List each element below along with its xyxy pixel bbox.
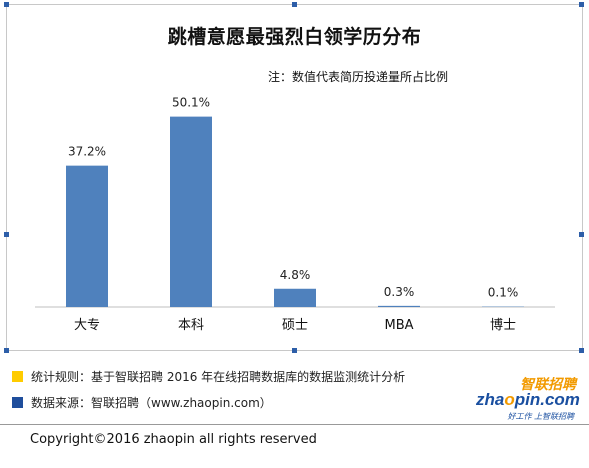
zhaopin-logo: 智联招聘 zhaopin.com 好工作 上智联招聘 [476, 374, 580, 422]
data-label-1: 50.1% [172, 96, 210, 110]
data-label-3: 0.3% [384, 285, 415, 299]
resize-handle-top-center[interactable] [292, 2, 297, 7]
copyright-text: Copyright©2016 zhaopin all rights reserv… [30, 432, 317, 447]
source-marker-icon [12, 397, 23, 408]
data-label-4: 0.1% [488, 286, 519, 300]
category-label-0: 大专 [74, 318, 100, 333]
resize-handle-bottom-center[interactable] [292, 348, 297, 353]
category-label-3: MBA [384, 318, 413, 333]
resize-handle-top-left[interactable] [4, 2, 9, 7]
category-label-2: 硕士 [282, 318, 308, 333]
resize-handle-top-right[interactable] [579, 2, 584, 7]
resize-handle-middle-right[interactable] [579, 232, 584, 237]
resize-handle-bottom-left[interactable] [4, 348, 9, 353]
rule-text: 统计规则：基于智联招聘 2016 年在线招聘数据库的数据监测统计分析 [31, 370, 406, 384]
category-label-4: 博士 [490, 318, 516, 333]
resize-handle-middle-left[interactable] [4, 232, 9, 237]
logo-en-text: zhaopin.com [476, 390, 580, 409]
source-text: 数据来源：智联招聘（www.zhaopin.com） [31, 396, 272, 410]
bar-2 [274, 288, 316, 307]
category-label-1: 本科 [178, 318, 204, 333]
data-label-2: 4.8% [280, 268, 311, 282]
bar-1 [170, 116, 212, 308]
bar-chart: 37.2% 大专 50.1% 本科 4.8% 硕士 0.3% MBA 0.1% 博士 [35, 96, 555, 333]
data-label-0: 37.2% [68, 145, 106, 159]
footer-rule: 统计规则：基于智联招聘 2016 年在线招聘数据库的数据监测统计分析 [12, 368, 405, 385]
rule-marker-icon [12, 371, 23, 382]
bar-0 [66, 165, 108, 307]
chart-title: 跳槽意愿最强烈白领学历分布 [167, 26, 422, 48]
logo-cn-text: 智联招聘 [520, 377, 576, 393]
bar-3 [378, 305, 420, 307]
resize-handle-bottom-right[interactable] [579, 348, 584, 353]
chart-note: 注：数值代表简历投递量所占比例 [268, 70, 449, 84]
logo-slogan: 好工作 上智联招聘 [507, 412, 574, 421]
footer-source: 数据来源：智联招聘（www.zhaopin.com） [12, 394, 272, 411]
footer-divider [0, 424, 589, 425]
